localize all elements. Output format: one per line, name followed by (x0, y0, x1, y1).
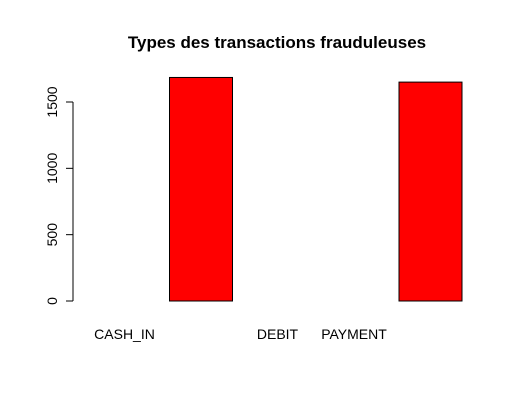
y-tick-label: 1500 (44, 86, 60, 117)
y-tick-label: 0 (44, 297, 60, 305)
bar-cash-out (169, 76, 233, 302)
y-axis: 0 500 1000 1500 (44, 86, 74, 305)
bar-transfer (398, 81, 463, 302)
y-tick-label: 1000 (44, 153, 60, 184)
bars (169, 76, 463, 302)
x-category-label: CASH_IN (94, 326, 155, 342)
x-category-label: DEBIT (257, 326, 299, 342)
y-tick-label: 500 (44, 223, 60, 247)
chart-title: Types des transactions frauduleuses (128, 33, 426, 52)
x-axis-labels: CASH_IN DEBIT PAYMENT (94, 326, 387, 342)
x-category-label: PAYMENT (321, 326, 387, 342)
